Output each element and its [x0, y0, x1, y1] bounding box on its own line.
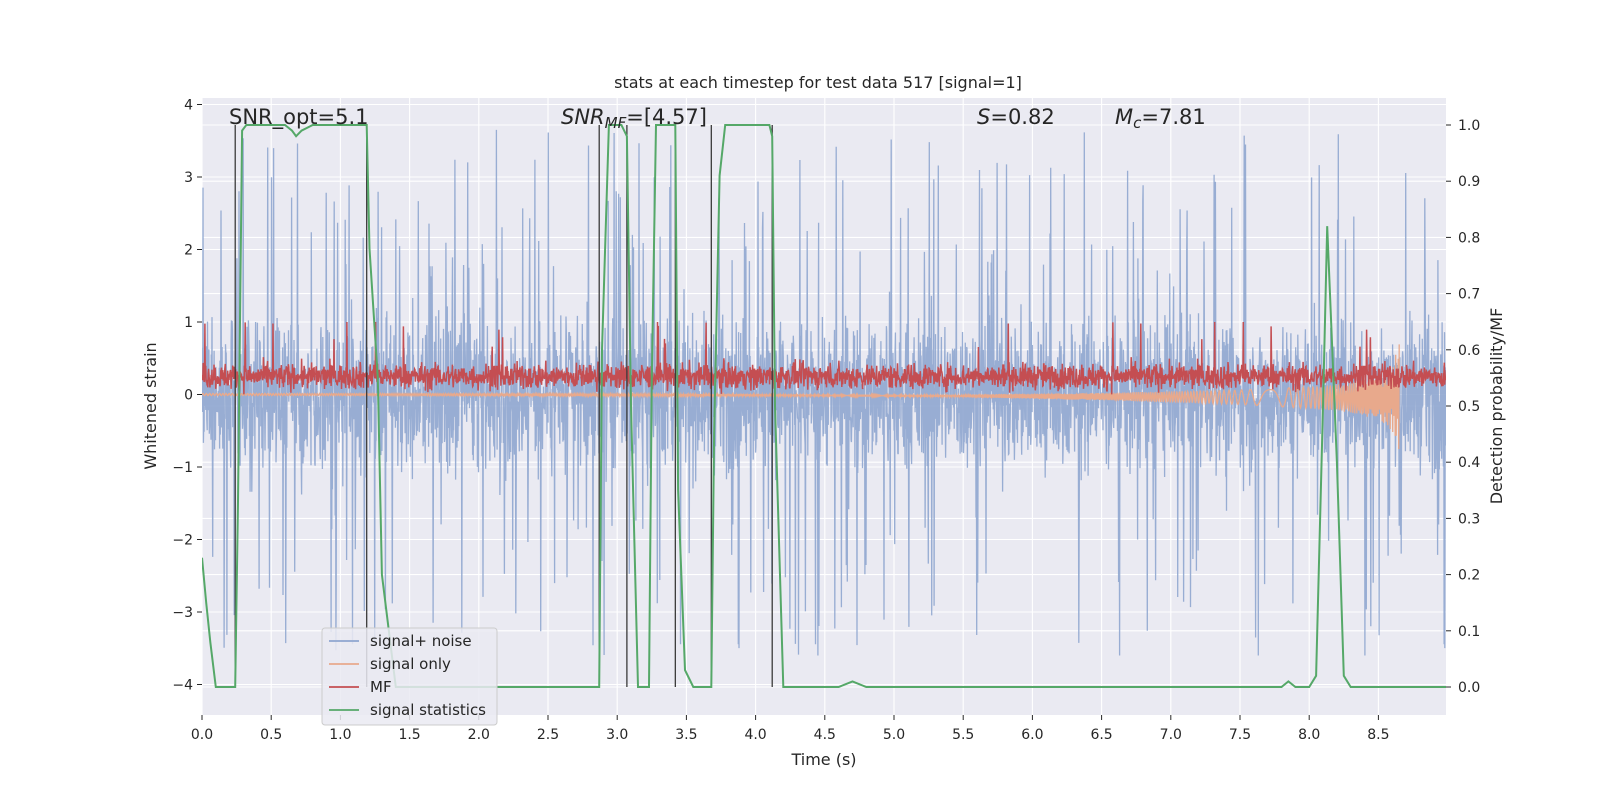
legend-label-signal-only: signal only	[370, 655, 451, 673]
annotation-mc: Mc=7.81	[1115, 105, 1206, 132]
y-right-tick-label: 0.6	[1458, 343, 1480, 359]
y-right-tick-label: 0.9	[1458, 174, 1480, 190]
y-right-tick-label: 0.1	[1458, 624, 1480, 640]
x-tick-label: 0.0	[191, 727, 213, 743]
x-tick-label: 6.5	[1090, 727, 1112, 743]
y-tick-label: 3	[184, 170, 193, 186]
x-tick-label: 0.5	[260, 727, 282, 743]
x-tick-label: 5.5	[952, 727, 974, 743]
y-tick-label: −3	[172, 605, 193, 621]
y-right-axis-label: Detection probability/MF	[1487, 308, 1506, 505]
y-tick-label: −2	[172, 533, 193, 549]
x-tick-label: 8.0	[1298, 727, 1320, 743]
y-tick-label: 2	[184, 243, 193, 259]
legend-label-signal-statistics: signal statistics	[370, 701, 486, 719]
legend-label-mf: MF	[370, 678, 392, 696]
x-axis-ticks: 0.0 0.5 1.0 1.5 2.0 2.5 3.0 3.5 4.0 4.5 5.0 5.5 6.0 6…	[191, 715, 1390, 743]
annotation-snr-mf-symbol: SNR	[561, 105, 605, 129]
annotation-snr-opt: SNR_opt=5.1	[229, 105, 369, 130]
annotation-mc-value: =7.81	[1141, 105, 1205, 129]
legend: signal+ noise signal only MF signal stat…	[321, 627, 498, 726]
x-tick-label: 1.5	[398, 727, 420, 743]
annotation-s-value: =0.82	[990, 105, 1054, 129]
annotation-snr-mf: SNRMF=[4.57]	[561, 105, 707, 132]
y-tick-label: 0	[184, 388, 193, 404]
x-tick-label: 3.0	[606, 727, 628, 743]
annotation-s-symbol: S	[977, 105, 990, 129]
y-axis-ticks: 4 3 2 1 0 −1 −2 −3 −4	[172, 98, 202, 694]
x-tick-label: 7.0	[1160, 727, 1182, 743]
y-right-axis-ticks: 1.0 0.9 0.8 0.7 0.6 0.5 0.4 0.3 0.2 0.1 0.0	[1446, 118, 1480, 696]
x-tick-label: 2.5	[537, 727, 559, 743]
series-mf	[202, 321, 1446, 395]
y-right-tick-label: 1.0	[1458, 118, 1480, 134]
annotation-s: S=0.82	[977, 105, 1055, 129]
y-tick-label: 4	[184, 98, 193, 114]
y-right-tick-label: 0.0	[1458, 680, 1480, 696]
series-signal-only	[202, 344, 1400, 450]
y-right-tick-label: 0.2	[1458, 568, 1480, 584]
legend-label-signal-noise: signal+ noise	[370, 632, 472, 650]
x-tick-label: 6.0	[1021, 727, 1043, 743]
annotation-snr-mf-value: =[4.57]	[626, 105, 707, 129]
x-tick-label: 1.0	[329, 727, 351, 743]
x-tick-label: 4.0	[744, 727, 766, 743]
y-tick-label: −4	[172, 678, 193, 694]
annotation-snr-mf-subscript: MF	[605, 114, 627, 132]
x-tick-label: 5.0	[883, 727, 905, 743]
annotation-mc-subscript: c	[1133, 114, 1142, 132]
x-axis-label: Time (s)	[790, 750, 856, 769]
y-tick-label: 1	[184, 315, 193, 331]
y-right-tick-label: 0.3	[1458, 511, 1480, 527]
y-axis-label: Whitened strain	[141, 342, 160, 469]
x-tick-label: 4.5	[814, 727, 836, 743]
series-layer	[202, 124, 1446, 688]
x-tick-label: 7.5	[1229, 727, 1251, 743]
annotation-mc-symbol: M	[1115, 105, 1133, 129]
y-right-tick-label: 0.7	[1458, 287, 1480, 303]
y-right-tick-label: 0.4	[1458, 455, 1480, 471]
x-tick-label: 3.5	[675, 727, 697, 743]
y-right-tick-label: 0.5	[1458, 399, 1480, 415]
series-signal-statistics	[202, 124, 1446, 688]
chart-title: stats at each timestep for test data 517…	[614, 73, 1022, 92]
y-right-tick-label: 0.8	[1458, 230, 1480, 246]
x-tick-label: 2.0	[468, 727, 490, 743]
legend-box	[321, 627, 498, 726]
y-tick-label: −1	[172, 460, 193, 476]
x-tick-label: 8.5	[1367, 727, 1389, 743]
